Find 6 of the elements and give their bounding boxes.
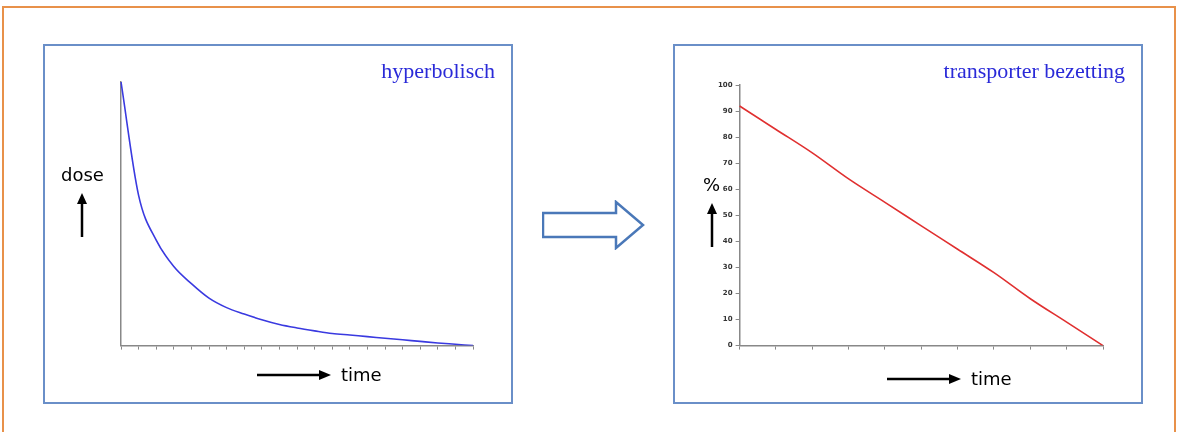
y-axis-title: %	[703, 174, 721, 195]
y-axis-title: dose	[61, 164, 104, 185]
x-axis-title: time	[971, 368, 1012, 389]
x-axis-title: time	[341, 364, 382, 385]
chart-title: transporter bezetting	[943, 58, 1125, 84]
chart-title: hyperbolisch	[381, 58, 495, 84]
